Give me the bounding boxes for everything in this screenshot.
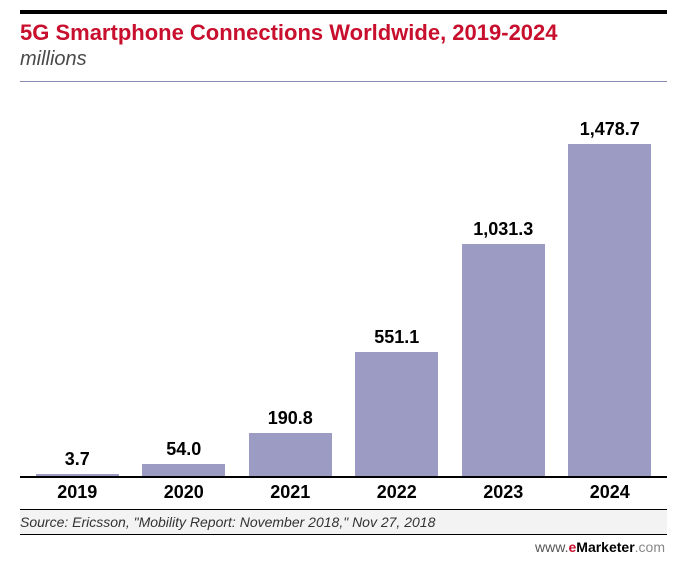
chart-subtitle: millions [20, 48, 667, 71]
top-rule [20, 10, 667, 14]
bar-group: 1,478.7 [557, 88, 664, 476]
plot-area: 3.7 54.0 190.8 551.1 1,031.3 1,478.7 [20, 88, 667, 478]
x-axis-tick: 2021 [237, 482, 344, 503]
bar [568, 144, 651, 477]
bar-value-label: 1,031.3 [473, 219, 533, 240]
chart-container: 5G Smartphone Connections Worldwide, 201… [0, 0, 687, 555]
chart-title: 5G Smartphone Connections Worldwide, 201… [20, 20, 667, 46]
bar-value-label: 3.7 [65, 449, 90, 470]
x-axis-tick: 2024 [557, 482, 664, 503]
bar [142, 464, 225, 476]
x-axis-tick: 2020 [131, 482, 238, 503]
attribution-brand-rest: Marketer [576, 539, 634, 555]
attribution: www.eMarketer.com [20, 535, 667, 555]
x-axis: 201920202021202220232024 [20, 478, 667, 503]
bar-group: 551.1 [344, 88, 451, 476]
bar [36, 474, 119, 476]
attribution-prefix: www. [535, 539, 568, 555]
x-axis-tick: 2023 [450, 482, 557, 503]
bar-group: 190.8 [237, 88, 344, 476]
bar-group: 54.0 [131, 88, 238, 476]
source-text: Source: Ericsson, "Mobility Report: Nove… [20, 510, 667, 535]
bar-group: 3.7 [24, 88, 131, 476]
bar-value-label: 190.8 [268, 408, 313, 429]
bar [249, 433, 332, 476]
bar-value-label: 551.1 [374, 327, 419, 348]
x-axis-tick: 2019 [24, 482, 131, 503]
bar [355, 352, 438, 476]
attribution-suffix: .com [635, 539, 665, 555]
bar [462, 244, 545, 476]
bar-value-label: 54.0 [166, 439, 201, 460]
bar-group: 1,031.3 [450, 88, 557, 476]
thin-rule [20, 81, 667, 82]
x-axis-tick: 2022 [344, 482, 451, 503]
bar-value-label: 1,478.7 [580, 119, 640, 140]
